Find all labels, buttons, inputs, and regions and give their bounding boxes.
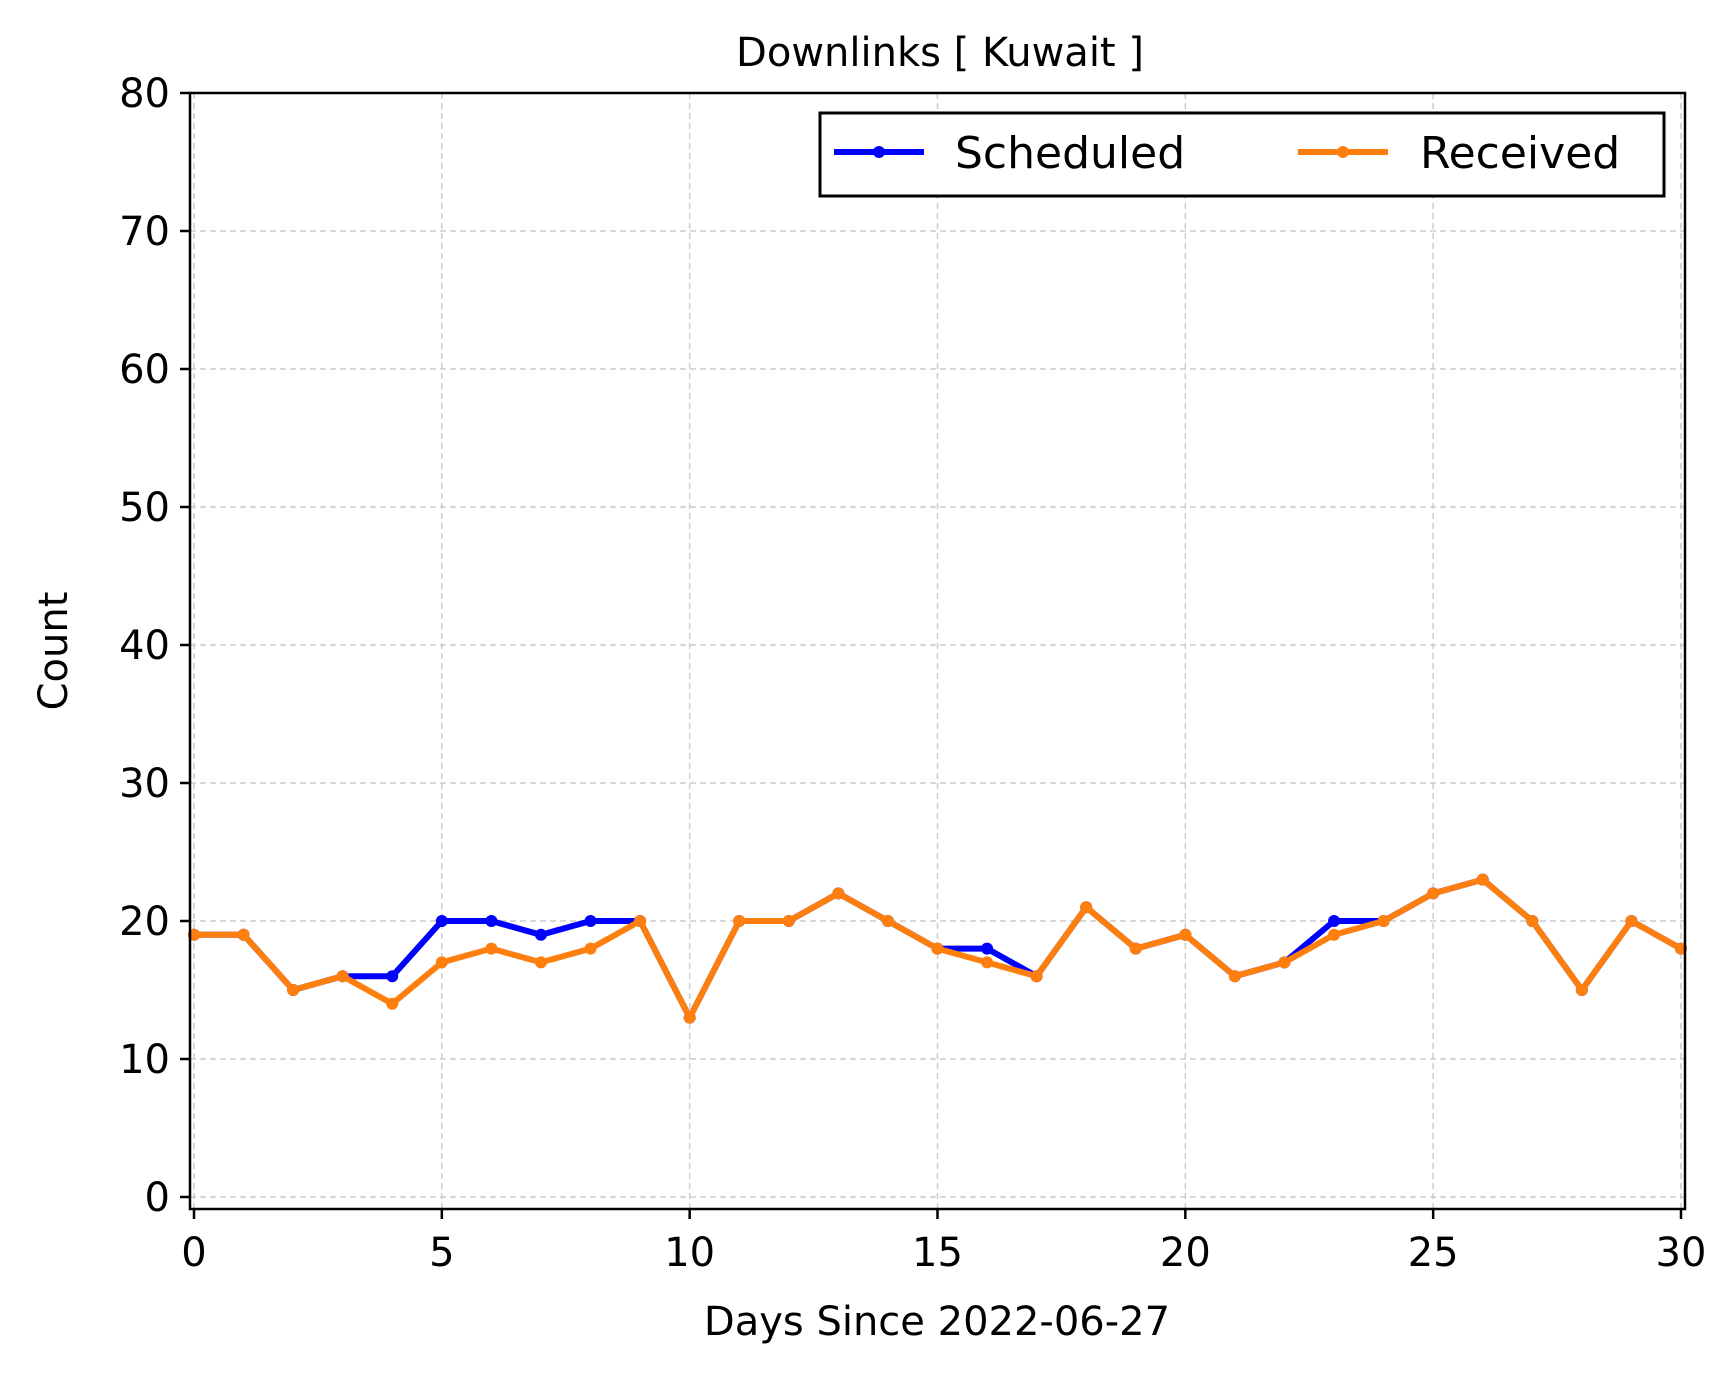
data-point-received (1129, 942, 1142, 955)
data-point-received (1575, 984, 1588, 996)
y-tick-label: 60 (119, 347, 170, 393)
y-tick-label: 10 (119, 1037, 170, 1083)
data-point-received (534, 956, 547, 969)
data-point-received (832, 887, 845, 900)
series-layer (188, 873, 1687, 1024)
x-axis-title: Days Since 2022-06-27 (704, 1299, 1170, 1345)
data-point-received (1278, 956, 1291, 969)
legend-label-received: Received (1420, 128, 1620, 179)
data-point-received (1526, 915, 1539, 927)
data-point-received (1625, 915, 1638, 927)
legend-label-scheduled: Scheduled (955, 128, 1185, 179)
data-point-scheduled (1328, 915, 1341, 927)
data-point-received (733, 915, 746, 927)
y-tick-label: 80 (119, 71, 170, 117)
y-tick-label: 40 (119, 623, 170, 669)
y-tick-label: 70 (119, 209, 170, 255)
data-point-scheduled (485, 915, 498, 927)
x-tick-label: 25 (1408, 1230, 1459, 1276)
x-tick-label: 30 (1656, 1230, 1707, 1276)
data-point-received (931, 942, 944, 955)
data-point-received (981, 956, 994, 969)
legend-marker-scheduled (873, 146, 885, 158)
data-point-received (1030, 970, 1043, 983)
data-point-scheduled (386, 970, 399, 983)
data-point-received (584, 942, 597, 955)
legend-box (818, 111, 1666, 198)
x-tick-label: 10 (664, 1230, 715, 1276)
y-axis-title: Count (31, 592, 77, 711)
data-point-received (1377, 915, 1390, 927)
data-point-received (1179, 928, 1192, 941)
x-tick-label: 15 (912, 1230, 963, 1276)
legend-marker-received (1337, 146, 1349, 158)
data-point-received (386, 997, 399, 1010)
data-point-received (336, 970, 349, 983)
y-tick-label: 50 (119, 485, 170, 531)
data-point-received (1328, 928, 1341, 941)
y-tick-label: 20 (119, 899, 170, 945)
data-point-received (1476, 873, 1489, 886)
data-point-received (683, 1011, 696, 1024)
legend: Scheduled Received (818, 111, 1666, 198)
data-point-received (881, 915, 894, 927)
data-point-received (485, 942, 498, 955)
data-point-scheduled (981, 942, 994, 955)
grid (190, 92, 1685, 1209)
data-point-received (1427, 887, 1440, 900)
data-point-received (1080, 901, 1093, 914)
data-point-received (782, 915, 795, 927)
data-point-scheduled (584, 915, 597, 927)
ticks: 0 5 10 15 20 25 30 0 10 20 30 40 50 60 70 80 (119, 71, 1706, 1276)
x-tick-label: 20 (1160, 1230, 1211, 1276)
x-tick-label: 5 (429, 1230, 454, 1276)
data-point-received (634, 915, 647, 927)
x-tick-label: 0 (181, 1230, 206, 1276)
data-point-received (287, 984, 300, 996)
data-point-received (435, 956, 448, 969)
data-point-received (1228, 970, 1241, 983)
data-point-received (237, 928, 250, 941)
y-tick-label: 30 (119, 761, 170, 807)
data-point-scheduled (435, 915, 448, 927)
chart-title: Downlinks [ Kuwait ] (736, 30, 1144, 76)
y-tick-label: 0 (145, 1175, 170, 1221)
data-point-scheduled (534, 928, 547, 941)
